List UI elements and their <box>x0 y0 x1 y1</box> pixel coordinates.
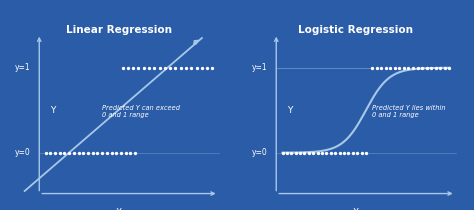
Text: Linear Regression: Linear Regression <box>65 25 172 35</box>
Text: Logistic Regression: Logistic Regression <box>298 25 413 35</box>
Text: Y: Y <box>287 106 292 115</box>
Text: Predicted Y can exceed
0 and 1 range: Predicted Y can exceed 0 and 1 range <box>102 105 180 118</box>
Text: y=1: y=1 <box>15 63 31 72</box>
Text: y=1: y=1 <box>252 63 268 72</box>
Text: y=0: y=0 <box>15 148 31 157</box>
Text: Y: Y <box>50 106 55 115</box>
Text: X: X <box>353 208 358 210</box>
Text: X: X <box>116 208 121 210</box>
Text: y=0: y=0 <box>252 148 268 157</box>
Text: Predicted Y lies within
0 and 1 range: Predicted Y lies within 0 and 1 range <box>372 105 446 118</box>
